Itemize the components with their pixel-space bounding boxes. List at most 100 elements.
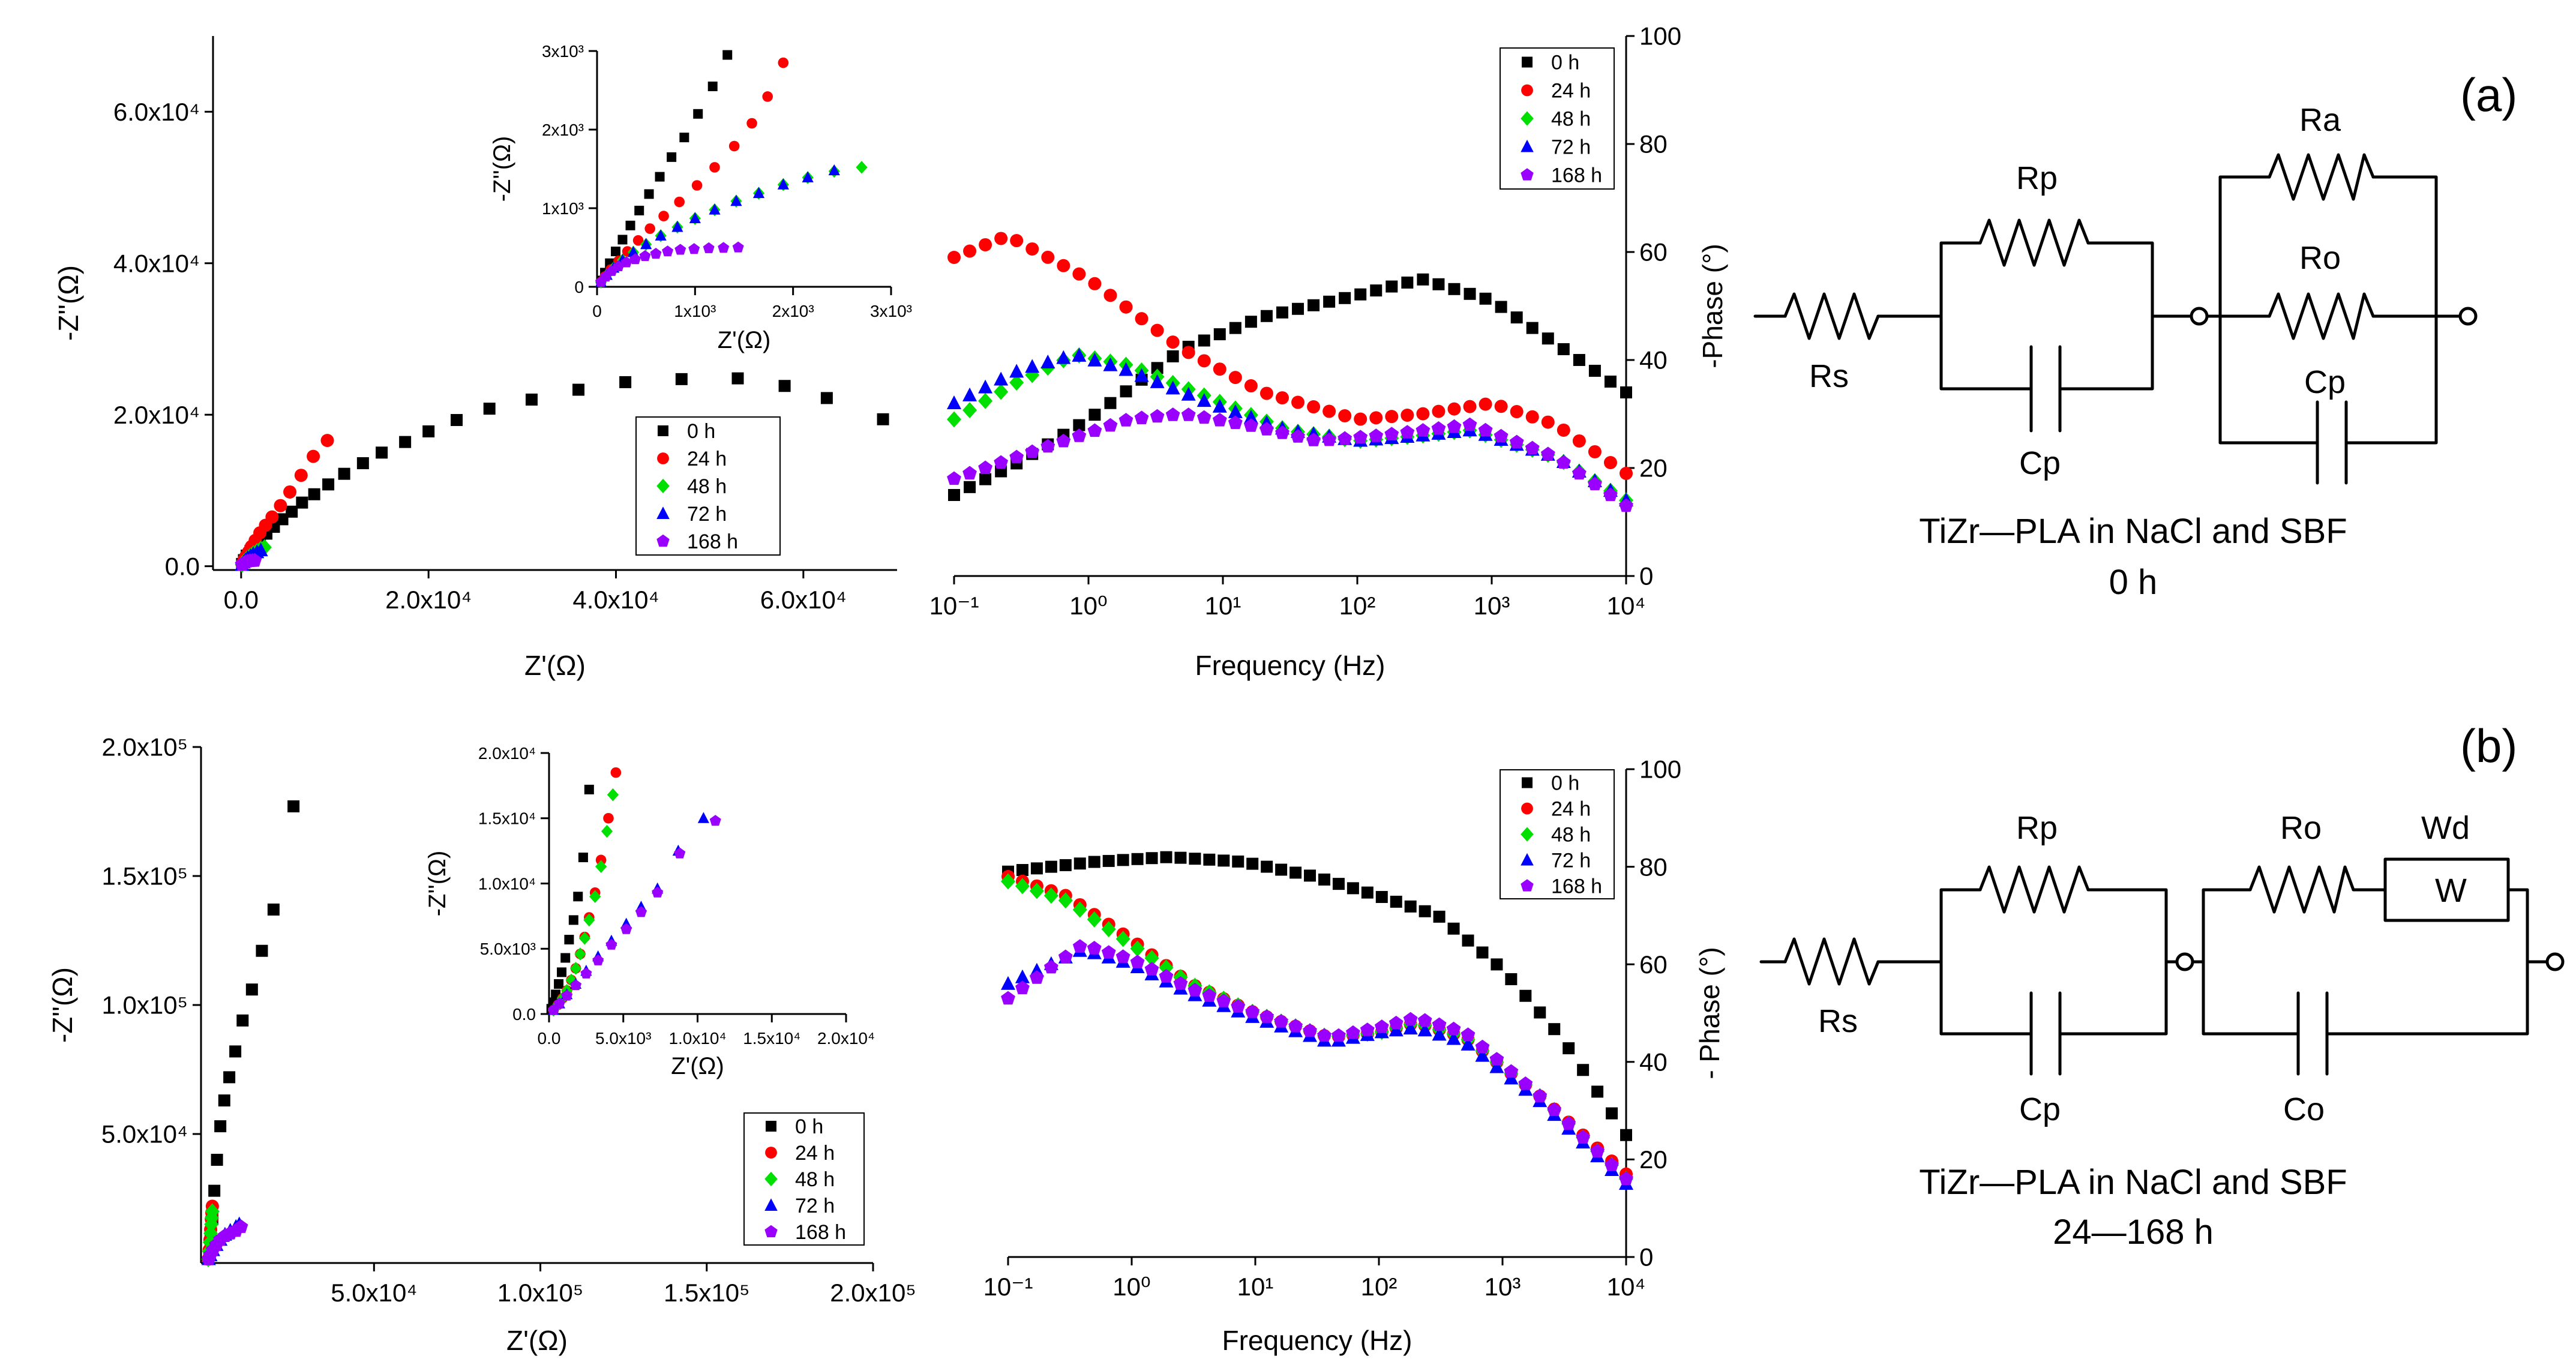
b-bode-point xyxy=(1290,866,1302,879)
b-nyquist-point xyxy=(245,983,258,996)
a-bode-point xyxy=(1119,300,1133,314)
b-bode-ytick-label: 0 xyxy=(1639,1243,1653,1271)
b-bode-point xyxy=(1059,859,1072,871)
a-nyquist-inset-point xyxy=(709,203,721,215)
b-bode-point xyxy=(1072,901,1087,918)
b-bode-point xyxy=(1101,921,1116,938)
a-bode-xtick-label: 10³ xyxy=(1474,592,1510,620)
b-bode-point xyxy=(1216,994,1231,1007)
a-nyquist-inset-ytick-label: 3x10³ xyxy=(542,42,584,61)
a-bode-point xyxy=(1400,425,1415,439)
b-nyquist-inset-xtick-label: 0.0 xyxy=(538,1029,561,1048)
a-bode-legend-marker xyxy=(1522,56,1533,68)
b-bode-point xyxy=(1619,1171,1633,1185)
b-bode-point xyxy=(1274,1014,1288,1028)
a-nyquist-inset-axes xyxy=(596,51,891,288)
b-bode-point xyxy=(1446,1021,1461,1036)
b-bode-point xyxy=(1058,949,1073,964)
a-nyquist-point xyxy=(525,393,538,406)
a-bode-point xyxy=(1025,444,1040,458)
parallel-ra-ro-cp-a xyxy=(2218,175,2438,445)
resistor-ra-a xyxy=(2268,153,2375,201)
a-nyquist-inset-point xyxy=(777,178,789,190)
b-bode-point xyxy=(1015,980,1030,994)
b-nyquist-ytick-label: 1.5x10⁵ xyxy=(101,862,188,890)
b-bode-point xyxy=(1505,973,1518,985)
b-bode-point xyxy=(1419,905,1431,917)
a-nyquist-point xyxy=(483,403,496,415)
b-bode-legend-marker xyxy=(1521,827,1534,842)
b-bode-point xyxy=(1015,969,1030,983)
b-nyquist-inset-point xyxy=(574,947,586,961)
b-nyquist-inset-ytick-label: 0.0 xyxy=(512,1005,536,1024)
b-nyquist-point xyxy=(233,1219,248,1233)
b-nyquist-inset-point xyxy=(652,886,664,898)
a-bode-ytick-label: 0 xyxy=(1639,562,1653,590)
a-bode-point xyxy=(1244,418,1258,432)
a-bode-point xyxy=(1542,332,1554,345)
a-bode-point xyxy=(1151,362,1163,374)
a-bode-point xyxy=(1025,359,1040,373)
b-nyquist-inset-point xyxy=(635,906,647,917)
a-bode-point xyxy=(979,238,992,251)
a-nyquist-inset-point xyxy=(640,238,652,250)
parallel-rp-cp-a xyxy=(1939,241,2154,391)
a-nyquist-inset-point xyxy=(629,253,641,265)
a-nyquist-point xyxy=(274,499,287,512)
a-nyquist-inset-point xyxy=(730,194,742,206)
b-nyquist-point xyxy=(223,1071,236,1084)
a-nyquist-y-label: -Z''(Ω) xyxy=(53,265,84,341)
label-rp-a: Rp xyxy=(2016,160,2058,196)
chart-b-nyquist: 5.0x10⁴ 1.0x10⁵ 1.5x10⁵ 2.0x10⁵ 5.0x10⁴ 1.0x1… xyxy=(47,733,916,1356)
a-nyquist-point xyxy=(253,542,268,557)
b-nyquist-xtick-label: 1.0x10⁵ xyxy=(497,1279,584,1307)
b-bode-point xyxy=(1534,1006,1546,1019)
a-bode-legend-label: 168 h xyxy=(1551,164,1602,187)
a-bode-point xyxy=(1322,432,1336,446)
b-bode-xtick-label: 10³ xyxy=(1485,1273,1521,1301)
a-bode-point xyxy=(948,489,960,501)
a-nyquist-inset-point xyxy=(667,152,677,162)
a-bode-point xyxy=(1603,487,1618,502)
b-bode-ytick-label: 40 xyxy=(1639,1048,1668,1076)
a-bode-point xyxy=(1338,431,1353,445)
b-bode-legend-label: 48 h xyxy=(1551,823,1591,846)
a-bode-point xyxy=(962,402,977,419)
b-nyquist-point xyxy=(214,1120,227,1133)
b-bode-point xyxy=(1403,1012,1418,1026)
b-bode-point xyxy=(1160,851,1172,863)
resistor-rp-b xyxy=(1978,865,2090,914)
a-nyquist-inset-point xyxy=(625,220,635,230)
a-bode-point xyxy=(1135,312,1148,326)
b-bode-point xyxy=(1417,1022,1432,1037)
caption-a-line1: TiZr—PLA in NaCl and SBF xyxy=(1919,512,2347,551)
a-nyquist-inset-ytick-label: 0 xyxy=(574,278,584,296)
a-nyquist-point xyxy=(675,373,688,385)
a-bode-point xyxy=(1603,455,1617,469)
b-nyquist-inset-point xyxy=(620,923,632,934)
a-bode-point xyxy=(1165,380,1180,395)
b-bode-point xyxy=(1145,852,1158,865)
caption-b-line2: 24—168 h xyxy=(2053,1213,2214,1252)
label-ro-b: Ro xyxy=(2280,810,2322,846)
a-nyquist-point xyxy=(619,376,632,388)
b-bode-point xyxy=(1159,969,1174,983)
b-nyquist-ytick-label: 1.0x10⁵ xyxy=(101,991,188,1019)
a-nyquist-point xyxy=(322,478,335,491)
a-bode-point xyxy=(1291,395,1305,409)
a-bode-point xyxy=(1118,362,1133,376)
a-bode-point xyxy=(1212,398,1227,413)
a-bode-legend-label: 48 h xyxy=(1551,107,1591,130)
label-wd-b: Wd xyxy=(2421,810,2470,846)
b-nyquist-point xyxy=(267,903,280,916)
a-nyquist-inset-point xyxy=(693,109,703,119)
b-bode-point xyxy=(1374,1019,1389,1033)
b-bode-x-label: Frequency (Hz) xyxy=(1222,1325,1413,1356)
b-bode-point xyxy=(1332,878,1345,890)
a-nyquist-inset-xtick-label: 0 xyxy=(592,302,602,320)
a-nyquist-xtick-label: 2.0x10⁴ xyxy=(385,586,472,614)
a-nyquist-inset-point xyxy=(655,229,667,241)
a-bode-point xyxy=(1416,407,1430,421)
a-nyquist-inset-point xyxy=(658,211,669,221)
b-bode-point xyxy=(1016,864,1028,877)
